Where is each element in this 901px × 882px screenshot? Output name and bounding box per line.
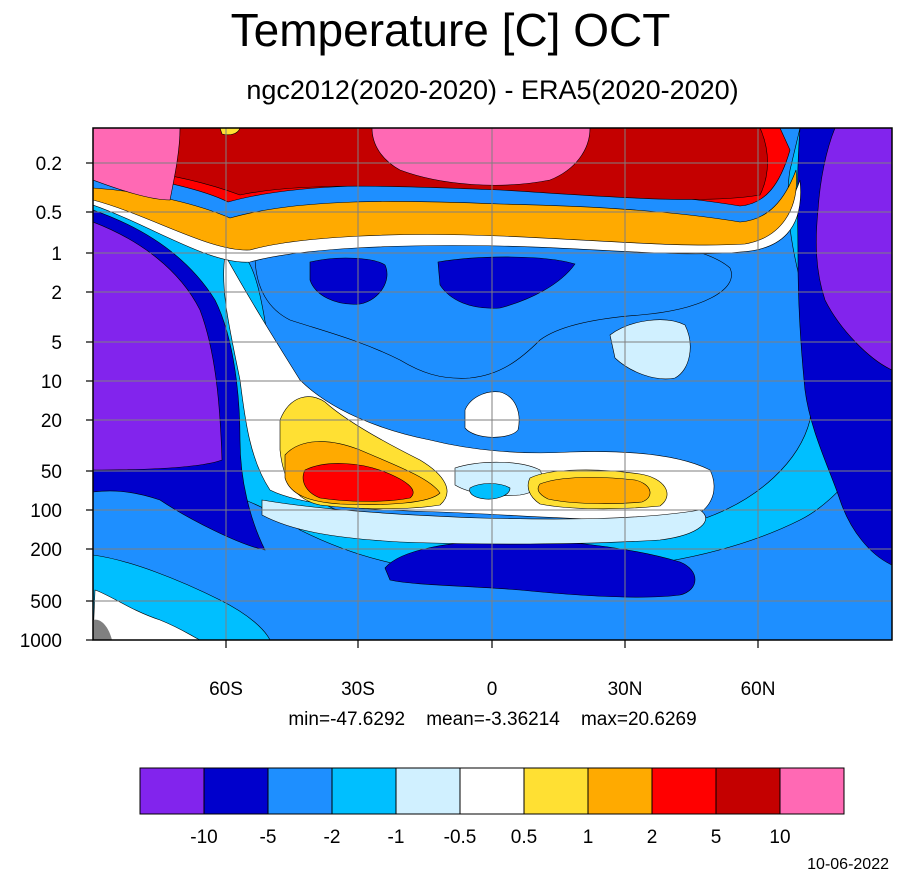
- colorbar-box-0: [139, 767, 205, 815]
- colorbar-boxes: [139, 767, 845, 815]
- colorbar-box-1: [203, 767, 269, 815]
- colorbar-label-9: 10: [769, 827, 790, 848]
- y-tick-label-100: 100: [30, 501, 62, 522]
- colorbar-box-9: [715, 767, 781, 815]
- x-tick-label-60s: 60S: [209, 679, 243, 700]
- stats-line: min=-47.6292 mean=-3.36214 max=20.6269: [93, 708, 892, 732]
- y-tick-label-0.5: 0.5: [36, 203, 62, 224]
- colorbar-box-7: [587, 767, 653, 815]
- colorbar-box-3: [331, 767, 397, 815]
- y-tick-label-10: 10: [41, 372, 62, 393]
- colorbar-box-6: [523, 767, 589, 815]
- date-stamp: 10-06-2022: [807, 856, 889, 873]
- contour-white-surface: [93, 589, 201, 640]
- stat-max: max=20.6269: [580, 709, 697, 730]
- colorbar-label-8: 5: [711, 827, 722, 848]
- colorbar-box-4: [395, 767, 461, 815]
- y-tick-labels: 0.2 0.5 1 2 5 10 20 50 100 200 500 1000: [20, 154, 62, 652]
- contour-purple-right: [815, 128, 892, 371]
- y-tick-label-2: 2: [51, 283, 62, 304]
- colorbar-label-4: -0.5: [444, 827, 477, 848]
- contour-yellow-band: [93, 169, 797, 251]
- contour-lightcyan-arc: [261, 499, 706, 545]
- y-tick-label-1000: 1000: [20, 631, 62, 652]
- colorbar-label-2: -2: [324, 827, 341, 848]
- colorbar-box-8: [651, 767, 717, 815]
- contour-gray-terrain: [93, 619, 112, 640]
- colorbar-label-1: -5: [260, 827, 277, 848]
- chart-subtitle: ngc2012(2020-2020) - ERA5(2020-2020): [246, 75, 739, 105]
- colorbar: -10 -5 -2 -1 -0.5 0.5 1 2 5 10: [139, 767, 845, 848]
- colorbar-label-3: -1: [388, 827, 405, 848]
- contour-lightcyan-patch-ne: [609, 319, 691, 380]
- y-tick-label-20: 20: [41, 411, 62, 432]
- colorbar-label-6: 1: [583, 827, 594, 848]
- x-tick-label-60n: 60N: [741, 679, 776, 700]
- contour-purple-left: [93, 221, 223, 471]
- y-tick-label-5: 5: [51, 333, 62, 354]
- colorbar-label-7: 2: [647, 827, 658, 848]
- colorbar-label-5: 0.5: [511, 827, 537, 848]
- contour-orange-north-core: [537, 477, 651, 504]
- contour-darkblue-patch-2: [437, 256, 576, 309]
- stat-min: min=-47.6292: [288, 709, 406, 730]
- stat-mean: mean=-3.36214: [426, 709, 560, 730]
- colorbar-box-10: [779, 767, 845, 815]
- tick-marks: [86, 162, 759, 648]
- y-tick-label-500: 500: [30, 592, 62, 613]
- x-tick-label-0: 0: [487, 679, 498, 700]
- colorbar-box-5: [459, 767, 525, 815]
- contour-darkblue-patch-1: [309, 257, 388, 305]
- contour-cyan-equator: [469, 483, 511, 500]
- grid-lines: [93, 128, 892, 640]
- x-tick-label-30n: 30N: [608, 679, 643, 700]
- y-tick-label-0.2: 0.2: [36, 154, 62, 175]
- y-tick-label-200: 200: [30, 540, 62, 561]
- y-tick-label-1: 1: [51, 244, 62, 265]
- contour-pink-left: [93, 128, 181, 201]
- x-tick-labels: 60S 30S 0 30N 60N: [209, 679, 775, 700]
- y-tick-label-50: 50: [41, 462, 62, 483]
- colorbar-labels: -10 -5 -2 -1 -0.5 0.5 1 2 5 10: [190, 827, 790, 848]
- contour-pink-center: [371, 128, 591, 186]
- chart-title: Temperature [C] OCT: [230, 4, 671, 56]
- x-tick-label-30s: 30S: [341, 679, 375, 700]
- colorbar-label-0: -10: [190, 827, 217, 848]
- colorbar-box-2: [267, 767, 333, 815]
